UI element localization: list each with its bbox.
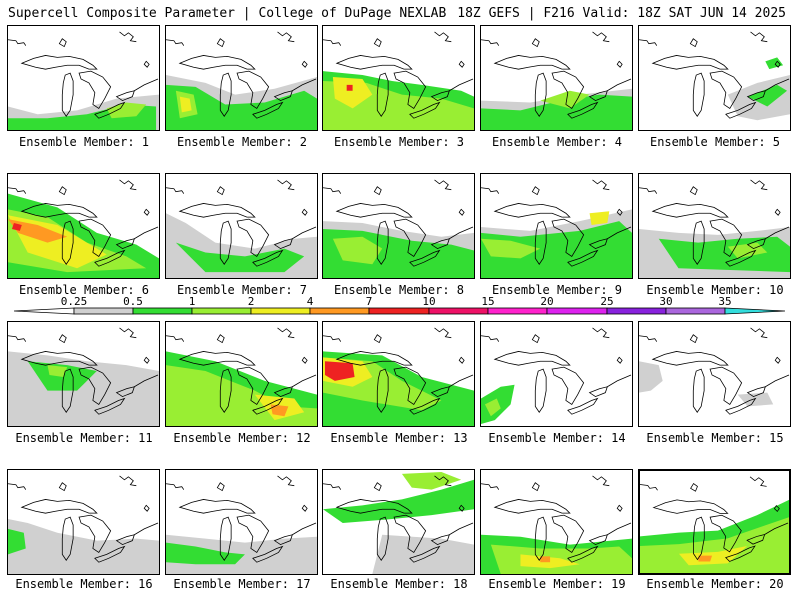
member-19-map xyxy=(481,475,632,574)
member-2-label[interactable]: Ensemble Member: 2 xyxy=(176,135,308,149)
member-8-map xyxy=(323,179,474,278)
legend-swatch-4-7 xyxy=(309,307,370,315)
legend-swatch-2-4 xyxy=(250,307,311,315)
member-15-panel[interactable] xyxy=(638,321,791,427)
member-16-label[interactable]: Ensemble Member: 16 xyxy=(15,577,153,591)
member-1-panel[interactable] xyxy=(7,25,160,131)
member-14-map xyxy=(481,327,632,425)
legend-tick-label: 0.5 xyxy=(123,295,143,308)
member-1-label[interactable]: Ensemble Member: 1 xyxy=(18,135,150,149)
member-11-map xyxy=(8,327,159,426)
legend-swatch-10-15 xyxy=(428,307,489,315)
member-10-panel[interactable] xyxy=(638,173,791,279)
legend-tick-label: 0.25 xyxy=(60,295,88,308)
legend-tick-label: 25 xyxy=(600,295,614,308)
legend-swatch-0-5-1 xyxy=(132,307,193,315)
color-legend xyxy=(13,307,786,315)
member-18-map xyxy=(323,471,474,574)
member-6-panel[interactable] xyxy=(7,173,160,279)
member-3-panel[interactable] xyxy=(322,25,475,131)
member-10-label[interactable]: Ensemble Member: 10 xyxy=(646,283,784,297)
member-7-label[interactable]: Ensemble Member: 7 xyxy=(176,283,308,297)
valid-time: 18Z GEFS | F216 Valid: 18Z SAT JUN 14 20… xyxy=(457,6,786,21)
member-6-label[interactable]: Ensemble Member: 6 xyxy=(18,283,150,297)
member-4-label[interactable]: Ensemble Member: 4 xyxy=(491,135,623,149)
member-1-map xyxy=(8,31,159,130)
member-16-map xyxy=(8,475,159,574)
member-17-map xyxy=(166,475,317,574)
member-6-map xyxy=(8,179,159,278)
member-9-map xyxy=(481,179,632,278)
legend-swatch-25-30 xyxy=(606,307,667,315)
legend-swatch-15-20 xyxy=(487,307,548,315)
member-13-map xyxy=(323,327,474,426)
member-4-map xyxy=(481,31,632,130)
member-14-panel[interactable] xyxy=(480,321,633,427)
member-8-label[interactable]: Ensemble Member: 8 xyxy=(333,283,465,297)
member-19-panel[interactable] xyxy=(480,469,633,575)
member-12-panel[interactable] xyxy=(165,321,318,427)
member-4-panel[interactable] xyxy=(480,25,633,131)
member-20-label[interactable]: Ensemble Member: 20 xyxy=(646,577,784,591)
member-2-map xyxy=(166,31,317,130)
member-12-map xyxy=(166,327,317,426)
legend-swatch-1-2 xyxy=(191,307,252,315)
product-title: Supercell Composite Parameter | College … xyxy=(8,6,447,21)
legend-tick-label: 35 xyxy=(718,295,732,308)
member-18-panel[interactable] xyxy=(322,469,475,575)
member-5-panel[interactable] xyxy=(638,25,791,131)
member-2-panel[interactable] xyxy=(165,25,318,131)
legend-tick-label: 20 xyxy=(540,295,554,308)
legend-swatch-35-plus xyxy=(724,307,786,315)
legend-swatch-30-35 xyxy=(665,307,726,315)
member-10-map xyxy=(639,179,790,278)
member-15-map xyxy=(639,327,790,415)
legend-tick-label: 2 xyxy=(247,295,255,308)
legend-tick-label: 4 xyxy=(306,295,314,308)
member-11-label[interactable]: Ensemble Member: 11 xyxy=(15,431,153,445)
legend-swatch-lt-0-25 xyxy=(13,307,75,315)
legend-tick-label: 1 xyxy=(188,295,196,308)
member-20-map xyxy=(640,476,789,573)
legend-swatch-7-10 xyxy=(368,307,430,315)
member-19-label[interactable]: Ensemble Member: 19 xyxy=(488,577,626,591)
legend-swatch-0-25-0.5 xyxy=(73,307,134,315)
member-11-panel[interactable] xyxy=(7,321,160,427)
member-13-panel[interactable] xyxy=(322,321,475,427)
member-3-label[interactable]: Ensemble Member: 3 xyxy=(333,135,465,149)
member-9-panel[interactable] xyxy=(480,173,633,279)
member-8-panel[interactable] xyxy=(322,173,475,279)
member-5-map xyxy=(639,31,790,121)
member-17-panel[interactable] xyxy=(165,469,318,575)
member-18-label[interactable]: Ensemble Member: 18 xyxy=(330,577,468,591)
member-3-map xyxy=(323,31,474,130)
legend-tick-label: 7 xyxy=(365,295,373,308)
member-17-label[interactable]: Ensemble Member: 17 xyxy=(173,577,311,591)
member-13-label[interactable]: Ensemble Member: 13 xyxy=(330,431,468,445)
legend-tick-label: 15 xyxy=(481,295,495,308)
member-15-label[interactable]: Ensemble Member: 15 xyxy=(646,431,784,445)
legend-tick-label: 10 xyxy=(422,295,436,308)
member-16-panel[interactable] xyxy=(7,469,160,575)
legend-swatch-20-25 xyxy=(546,307,608,315)
member-20-panel[interactable] xyxy=(638,469,791,575)
member-7-map xyxy=(166,179,317,278)
legend-tick-label: 30 xyxy=(659,295,673,308)
member-7-panel[interactable] xyxy=(165,173,318,279)
member-14-label[interactable]: Ensemble Member: 14 xyxy=(488,431,626,445)
member-5-label[interactable]: Ensemble Member: 5 xyxy=(649,135,781,149)
member-9-label[interactable]: Ensemble Member: 9 xyxy=(491,283,623,297)
member-12-label[interactable]: Ensemble Member: 12 xyxy=(173,431,311,445)
